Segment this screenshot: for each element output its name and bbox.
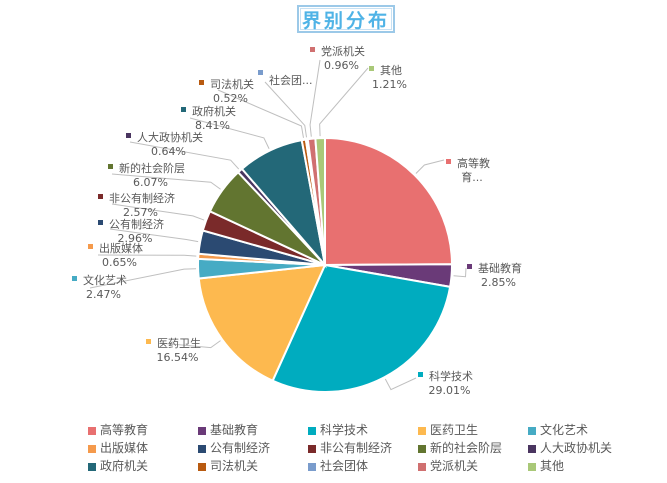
pie-slices	[197, 136, 454, 393]
pie-slice[interactable]	[314, 136, 326, 266]
data-label-non-public-economy: 非公有制经济 2.57%	[98, 192, 175, 220]
legend-item-npc-cppcc[interactable]: 人大政协机关	[528, 441, 638, 456]
legend-item-parties[interactable]: 党派机关	[418, 459, 528, 474]
leader-line	[319, 67, 369, 137]
legend-item-other[interactable]: 其他	[528, 459, 638, 474]
legend-item-higher-education[interactable]: 高等教育	[88, 423, 198, 438]
legend-swatch	[308, 444, 316, 453]
data-label-other: 其他 1.21%	[364, 64, 407, 92]
data-label-social-groups: 社会团...	[258, 70, 313, 88]
leader-line	[111, 173, 221, 190]
legend-item-science-technology[interactable]: 科学技术	[308, 423, 418, 438]
legend-item-judicial[interactable]: 司法机关	[198, 459, 308, 474]
swatch	[446, 159, 451, 164]
leader-line	[415, 159, 445, 174]
data-label-culture-art: 文化艺术 2.47%	[72, 274, 127, 302]
data-label-publishing-media: 出版媒体 0.65%	[88, 242, 143, 270]
legend-item-government[interactable]: 政府机关	[88, 459, 198, 474]
leader-line	[309, 59, 321, 137]
leader-line	[97, 254, 197, 257]
leader-line	[89, 268, 197, 289]
pie-slice[interactable]	[197, 263, 327, 383]
legend-item-culture-art[interactable]: 文化艺术	[528, 423, 638, 438]
leader-line	[189, 117, 270, 149]
chart-legend: 高等教育 基础教育 科学技术 医药卫生 文化艺术 出版媒体 公有制经济 非公有制…	[88, 423, 658, 474]
data-label-science-technology: 科学技术 29.01%	[418, 370, 473, 398]
legend-item-basic-education[interactable]: 基础教育	[198, 423, 308, 438]
legend-swatch	[528, 426, 536, 435]
legend-item-non-public-economy[interactable]: 非公有制经济	[308, 441, 418, 456]
pie-slice[interactable]	[271, 263, 452, 393]
leader-line	[159, 340, 221, 349]
legend-swatch	[198, 444, 206, 453]
leader-line	[384, 377, 417, 391]
legend-swatch	[88, 444, 96, 453]
pie-slice[interactable]	[324, 136, 454, 267]
legend-swatch	[198, 426, 206, 435]
data-label-medical-health: 医药卫生 16.54%	[146, 337, 201, 365]
leader-line	[111, 203, 205, 221]
legend-item-social-groups[interactable]: 社会团体	[308, 459, 418, 474]
legend-swatch	[88, 426, 96, 435]
leader-line	[264, 81, 307, 138]
leader-line	[109, 228, 199, 243]
legend-item-public-economy[interactable]: 公有制经济	[198, 441, 308, 456]
leader-line	[217, 89, 304, 138]
leader-line	[129, 141, 240, 170]
leader-line	[453, 267, 467, 278]
leader-lines	[89, 59, 467, 391]
legend-item-new-social-stratum[interactable]: 新的社会阶层	[418, 441, 528, 456]
data-label-npc-cppcc: 人大政协机关 0.64%	[126, 131, 203, 159]
legend-swatch	[198, 462, 206, 471]
data-label-judicial: 司法机关 0.52%	[199, 78, 254, 106]
legend-item-publishing-media[interactable]: 出版媒体	[88, 441, 198, 456]
data-label-public-economy: 公有制经济 2.96%	[98, 218, 164, 246]
legend-swatch	[418, 462, 426, 471]
legend-swatch	[418, 426, 426, 435]
data-label-government: 政府机关 8.41%	[181, 105, 236, 133]
legend-swatch	[418, 444, 426, 453]
data-label-basic-education: 基础教育 2.85%	[467, 262, 522, 290]
legend-swatch	[528, 444, 536, 453]
legend-swatch	[528, 462, 536, 471]
legend-item-medical-health[interactable]: 医药卫生	[418, 423, 528, 438]
data-label-higher-education: 高等教 育...	[446, 157, 490, 185]
data-label-new-social-stratum: 新的社会阶层 6.07%	[108, 162, 185, 190]
legend-swatch	[308, 426, 316, 435]
legend-swatch	[88, 462, 96, 471]
chart-title-box: 界别分布	[297, 5, 395, 33]
legend-swatch	[308, 462, 316, 471]
chart-title: 界别分布	[301, 9, 390, 32]
data-label-parties: 党派机关 0.96%	[310, 45, 365, 73]
